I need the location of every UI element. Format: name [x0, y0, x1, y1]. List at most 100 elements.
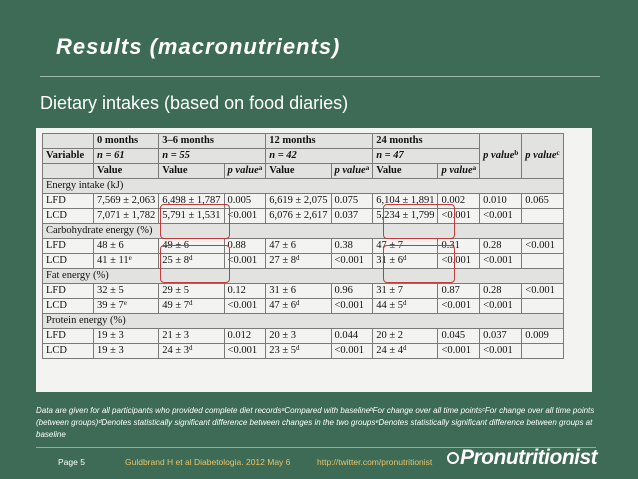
- cell-text: <0.001: [483, 210, 513, 221]
- twitter-link[interactable]: http://twitter.com/pronutritionist: [317, 457, 433, 467]
- p-value-b-header: p valueb: [479, 133, 523, 179]
- section-row: Carbohydrate energy (%): [42, 223, 564, 239]
- value-header: Value: [158, 163, 225, 179]
- superscript: d: [296, 254, 300, 262]
- value-cell: 6,076 ± 2,617: [265, 208, 332, 224]
- value-header: Value: [265, 163, 332, 179]
- p-value-a-header: p valuea: [330, 163, 374, 179]
- value-cell: <0.001: [437, 343, 481, 359]
- value-cell: <0.001: [330, 253, 374, 269]
- section-label: Carbohydrate energy (%): [42, 223, 564, 239]
- superscript: d: [402, 344, 407, 352]
- value-cell: 24 ± 4d: [372, 343, 439, 359]
- table-row: LFD 19 ± 3 21 ± 3 0.012 20 ± 3 0.044 20 ± 2 0.0…: [42, 328, 564, 344]
- cell-text: 32 ± 5: [97, 285, 124, 296]
- cell-text: <0.001: [525, 285, 555, 296]
- cell-text: 31 ± 6: [269, 285, 296, 296]
- cell-text: 25 ± 8: [162, 255, 190, 266]
- cell-text: 20 ± 3: [269, 330, 296, 341]
- value-cell: 0.38: [330, 238, 374, 254]
- cell-text: <0.001: [483, 345, 513, 356]
- value-cell: 0.037: [330, 208, 374, 224]
- section-label: Fat energy (%): [42, 268, 564, 284]
- superscript: b: [514, 149, 519, 157]
- p-value-label: p value: [483, 150, 515, 161]
- variable-header: Variable: [42, 148, 94, 164]
- value-cell: 0.28: [479, 238, 523, 254]
- superscript: a: [258, 164, 263, 172]
- group-cell: LFD: [42, 328, 94, 344]
- cell-text: 31 ± 6: [376, 255, 403, 266]
- value-cell: <0.001: [223, 208, 267, 224]
- value-cell: 49 ± 7d: [158, 298, 225, 314]
- cell-text: 31 ± 7: [376, 285, 403, 296]
- cell-text: <0.001: [441, 255, 472, 266]
- table-row: LCD 39 ± 7e 49 ± 7d <0.001 47 ± 6d <0.001 44 ±…: [42, 298, 564, 314]
- value-cell: 0.045: [437, 328, 481, 344]
- value-cell: 47 ± 6d: [265, 298, 332, 314]
- citation-link[interactable]: Guldbrand H et al Diabetologia. 2012 May…: [125, 457, 291, 467]
- superscript: d: [296, 344, 300, 352]
- cell-text: 0.005: [227, 195, 252, 206]
- value-cell: 21 ± 3: [158, 328, 225, 344]
- highlight-box: [160, 245, 230, 283]
- cell-text: 0.012: [227, 330, 252, 341]
- cell-text: 47 ± 6: [269, 300, 296, 311]
- cell-text: <0.001: [334, 255, 365, 266]
- title-rule: [40, 76, 600, 77]
- value-cell: 0.044: [330, 328, 374, 344]
- group-cell: LCD: [42, 253, 94, 269]
- cell-text: <0.001: [441, 210, 472, 221]
- footer-rule: [36, 447, 596, 448]
- cell-text: 0.87: [441, 285, 460, 296]
- value-cell: <0.001: [437, 298, 481, 314]
- cell-text: 0.28: [483, 285, 502, 296]
- n-cell: n = 55: [158, 148, 267, 164]
- cell-text: 0.88: [227, 240, 246, 251]
- value-cell: <0.001: [330, 343, 374, 359]
- value-cell: 39 ± 7e: [92, 298, 160, 314]
- page-number: Page 5: [58, 457, 85, 467]
- cell-text: 27 ± 8: [269, 255, 296, 266]
- value-cell: <0.001: [223, 298, 267, 314]
- highlight-box: [160, 204, 230, 239]
- cell-text: 7,071 ± 1,782: [97, 210, 156, 221]
- cell-text: <0.001: [227, 345, 258, 356]
- cell-text: 23 ± 5: [269, 345, 296, 356]
- value-cell: <0.001: [330, 298, 374, 314]
- cell-text: 21 ± 3: [162, 330, 190, 341]
- group-header: 24 months: [372, 133, 481, 149]
- value-cell: 0.009: [521, 328, 564, 344]
- superscript: d: [189, 344, 193, 352]
- group-cell: LFD: [42, 283, 94, 299]
- cell-text: <0.001: [334, 300, 365, 311]
- table-row: LCD 7,071 ± 1,782 5,791 ± 1,531 <0.001 6,076…: [42, 208, 564, 224]
- cell-text: 7,569 ± 2,063: [97, 195, 156, 206]
- highlight-box: [383, 204, 455, 239]
- value-cell: 47 ± 6: [265, 238, 332, 254]
- logo-text: Pronutritionist: [460, 446, 598, 469]
- table-row: LCD 41 ± 11e 25 ± 8d <0.001 27 ± 8d <0.001 31 …: [42, 253, 564, 269]
- table-body: Energy intake (kJ) LFD 7,569 ± 2,063 6,498 …: [42, 178, 564, 359]
- cell-text: <0.001: [227, 210, 258, 221]
- value-cell: [521, 343, 564, 359]
- p-value-label: p value: [334, 165, 366, 176]
- cell-text: 20 ± 2: [376, 330, 403, 341]
- value-cell: 31 ± 6: [265, 283, 332, 299]
- cell-text: <0.001: [483, 255, 513, 266]
- cell-text: 6,619 ± 2,075: [269, 195, 328, 206]
- cell-text: 0.28: [483, 240, 502, 251]
- value-cell: <0.001: [223, 253, 267, 269]
- cell-text: 48 ± 6: [97, 240, 124, 251]
- highlight-box: [383, 245, 455, 283]
- value-cell: <0.001: [479, 298, 523, 314]
- value-header: Value: [92, 163, 160, 179]
- cell-text: 44 ± 5: [376, 300, 403, 311]
- cell-text: 6,498 ± 1,787: [162, 195, 221, 206]
- value-cell: 0.037: [479, 328, 523, 344]
- cell-text: 0.075: [334, 195, 359, 206]
- cell-text: <0.001: [227, 300, 258, 311]
- table-row: LFD 48 ± 6 49 ± 6 0.88 47 ± 6 0.38 47 ± 7 0.31 0…: [42, 238, 564, 254]
- p-value-label: p value: [227, 165, 259, 176]
- value-cell: 0.87: [437, 283, 481, 299]
